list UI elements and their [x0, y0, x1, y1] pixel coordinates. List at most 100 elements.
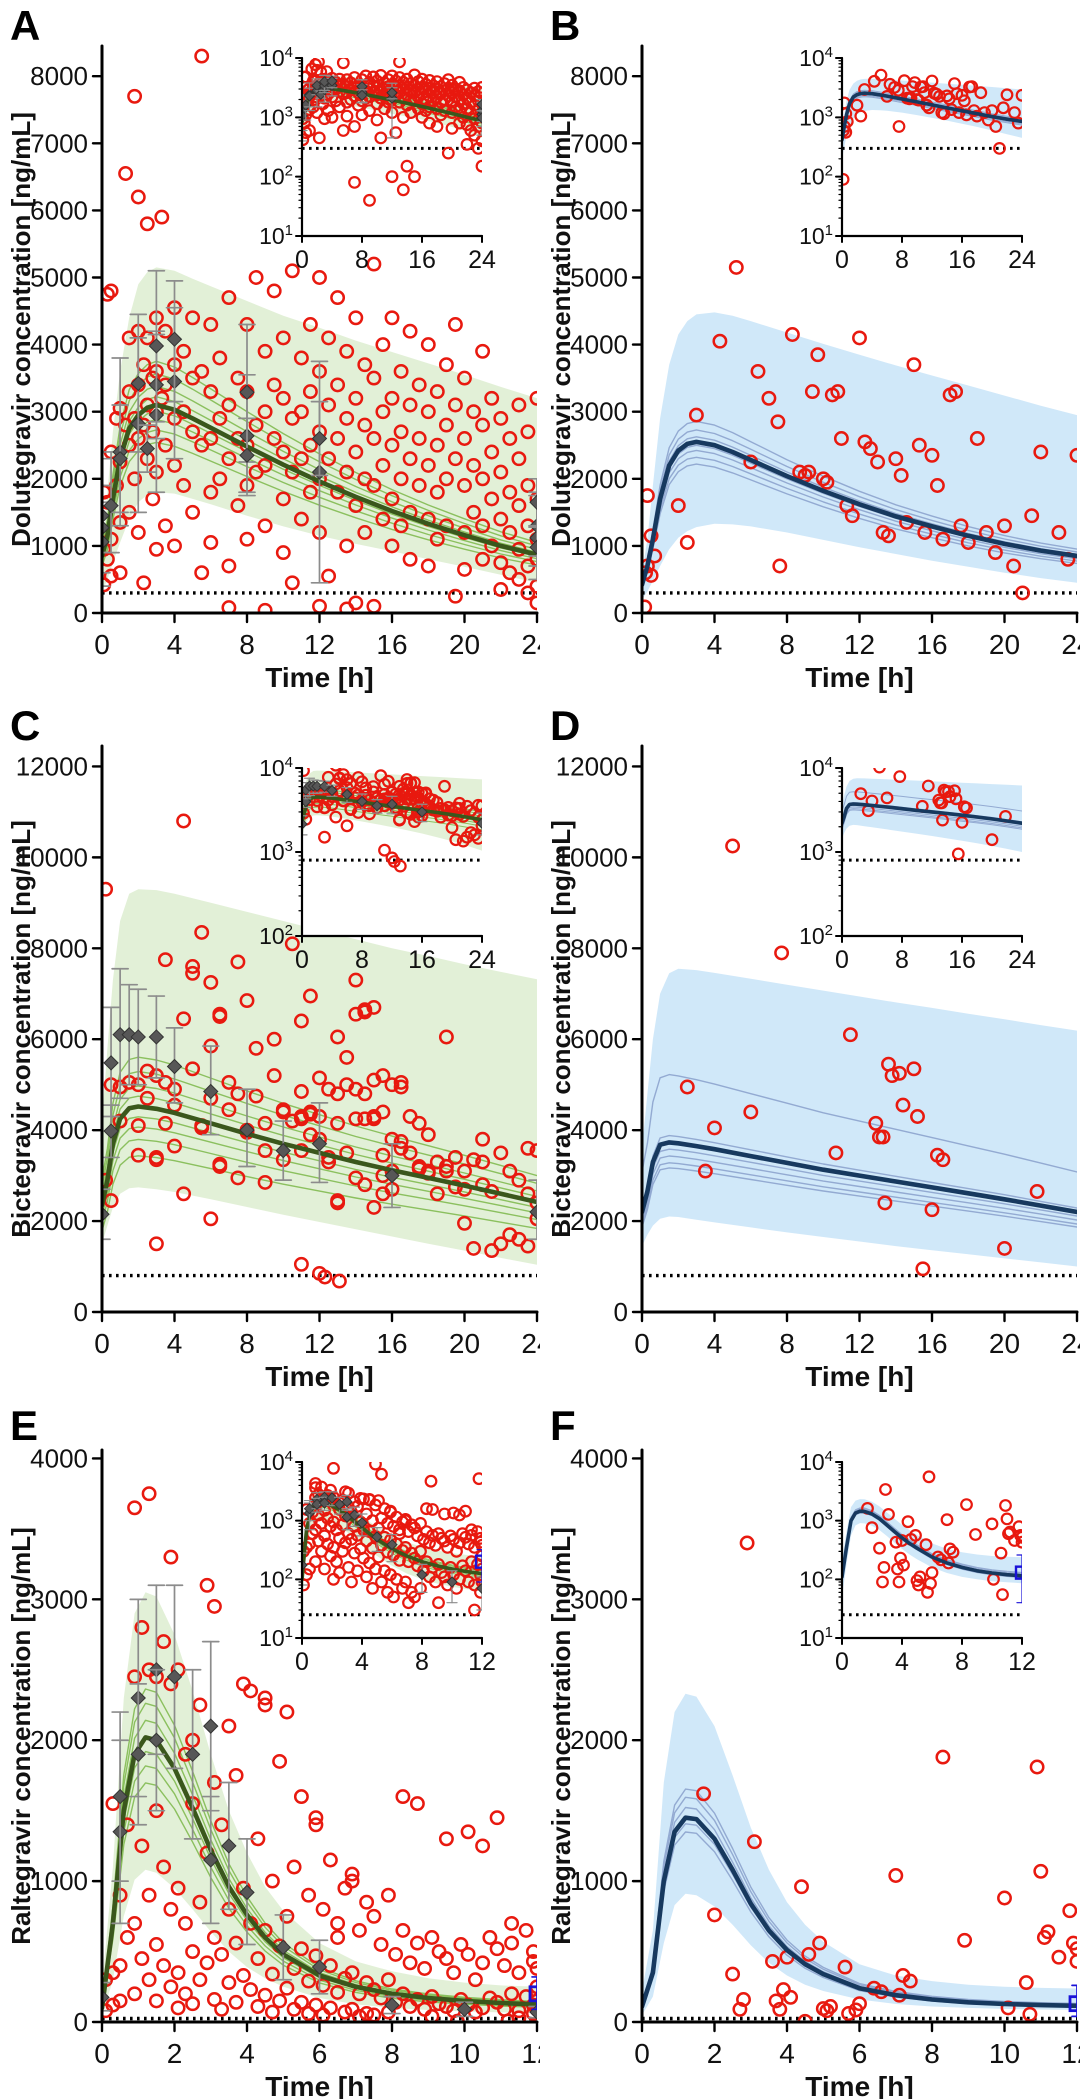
inset-axes: 102 103 104 0 8 16 24	[259, 754, 496, 974]
observed-concentration-point	[484, 444, 500, 460]
x-tick-label: 6	[852, 2038, 868, 2069]
observed-concentration-point	[212, 471, 228, 487]
observed-concentration-point	[493, 1145, 509, 1161]
observed-concentration-point	[431, 1944, 447, 1960]
inset-plot-area	[302, 1462, 482, 1657]
x-tick-label: 10	[989, 2038, 1020, 2069]
observed-mean-diamond	[103, 1055, 119, 1071]
observed-mean-diamond	[371, 800, 383, 812]
observed-concentration-point	[348, 175, 361, 189]
x-tick-label: 0	[634, 2038, 650, 2069]
observed-concentration-point	[128, 1410, 140, 1422]
y-tick-label: 4000	[30, 1443, 88, 1473]
observed-concentration-point	[475, 97, 482, 111]
observed-concentration-point	[156, 1634, 172, 1650]
log-tick-label: 104	[799, 1448, 833, 1475]
observed-concentration-point	[206, 1930, 222, 1945]
inset-x-tick-label: 0	[295, 946, 309, 974]
observed-concentration-point	[457, 478, 472, 493]
observed-concentration-point	[865, 1521, 879, 1535]
observed-mean-diamond	[102, 1206, 110, 1222]
observed-concentration-point	[212, 1009, 228, 1024]
y-tick-label: 2000	[30, 1725, 88, 1755]
observed-concentration-point	[331, 30, 343, 42]
observed-concentration-point	[475, 159, 482, 173]
individual-prediction-line	[842, 809, 1022, 830]
observed-concentration-point	[293, 1994, 309, 2010]
observed-concentration-point	[960, 1498, 973, 1511]
log-tick-label: 103	[799, 838, 833, 865]
observed-concentration-point	[284, 263, 300, 279]
y-tick-label: 8000	[570, 61, 628, 91]
observed-concentration-point	[239, 993, 255, 1009]
y-axis-title: Bictegravir concentration [ng/mL]	[546, 820, 576, 1238]
population-median-line	[842, 91, 1022, 142]
individual-prediction-line	[842, 1508, 1022, 1575]
observed-concentration-point	[230, 498, 246, 514]
observed-mean-diamond	[384, 1167, 400, 1184]
observed-concentration-point	[360, 1570, 373, 1584]
observed-concentration-point	[444, 1646, 455, 1657]
observed-mean-diamond	[476, 112, 482, 124]
observed-concentration-point	[141, 1486, 157, 1502]
log-tick-label: 103	[259, 1507, 293, 1534]
observed-concentration-point	[444, 1529, 457, 1543]
observed-concentration-point	[784, 327, 800, 342]
observed-concentration-point	[301, 2006, 317, 2021]
observed-concentration-point	[707, 1907, 722, 1923]
observed-concentration-point	[170, 1880, 186, 1896]
x-tick-label: 12	[304, 629, 335, 660]
observed-mean-diamond	[326, 784, 338, 797]
observed-concentration-point	[493, 555, 509, 571]
observed-concentration-point	[942, 785, 955, 798]
x-tick-label: 20	[989, 1328, 1020, 1359]
observed-concentration-point	[955, 815, 969, 829]
observed-concentration-point	[801, 464, 817, 480]
observed-concentration-point	[257, 404, 273, 420]
observed-concentration-point	[449, 833, 463, 847]
y-tick-label: 0	[614, 2007, 628, 2037]
observed-concentration-point	[420, 404, 436, 420]
x-tick-label: 0	[94, 629, 110, 660]
observed-concentration-point	[136, 575, 152, 591]
observed-concentration-point	[965, 80, 979, 93]
y-tick-label: 2000	[30, 464, 88, 494]
observed-concentration-point	[348, 972, 364, 988]
observed-concentration-point	[185, 424, 201, 440]
observed-concentration-point	[243, 1683, 259, 1699]
observed-mean-diamond	[203, 1083, 219, 1100]
observed-concentration-point	[529, 390, 537, 406]
observed-concentration-point	[670, 498, 686, 514]
observed-concentration-point	[177, 1915, 193, 1931]
observed-mean-diamond	[139, 440, 156, 457]
observed-mean-diamond	[239, 1122, 255, 1138]
inset-x-tick-label: 24	[468, 246, 496, 274]
observed-concentration-point	[127, 1500, 143, 1516]
observed-concentration-point	[770, 414, 786, 430]
main-plot-area	[102, 1410, 537, 2022]
y-tick-label: 0	[74, 2007, 88, 2037]
observed-concentration-point	[912, 1578, 925, 1592]
observed-concentration-point	[275, 330, 291, 346]
observed-mean-diamond	[102, 1989, 110, 2006]
observed-concentration-point	[239, 531, 255, 547]
observed-concentration-point	[228, 1935, 244, 1951]
observed-concentration-point	[330, 1195, 346, 1211]
observed-concentration-point	[130, 189, 146, 205]
observed-concentration-point	[170, 1965, 186, 1981]
x-axis-title: Time [h]	[265, 662, 373, 693]
observed-concentration-point	[366, 370, 382, 386]
observed-concentration-point	[874, 68, 888, 82]
observed-concentration-point	[185, 959, 201, 974]
observed-concentration-point	[139, 1090, 155, 1106]
observed-concentration-point	[194, 363, 210, 379]
observed-concentration-point	[148, 1993, 164, 2009]
observed-mean-diamond	[148, 338, 165, 354]
y-tick-label: 0	[614, 598, 628, 628]
observed-concentration-point	[960, 801, 973, 815]
observed-concentration-point	[357, 1177, 373, 1193]
individual-prediction-line	[642, 1167, 1077, 1228]
observed-mean-diamond	[239, 384, 255, 400]
panel-label-A: A	[10, 2, 41, 49]
observed-concentration-point	[318, 1529, 331, 1543]
